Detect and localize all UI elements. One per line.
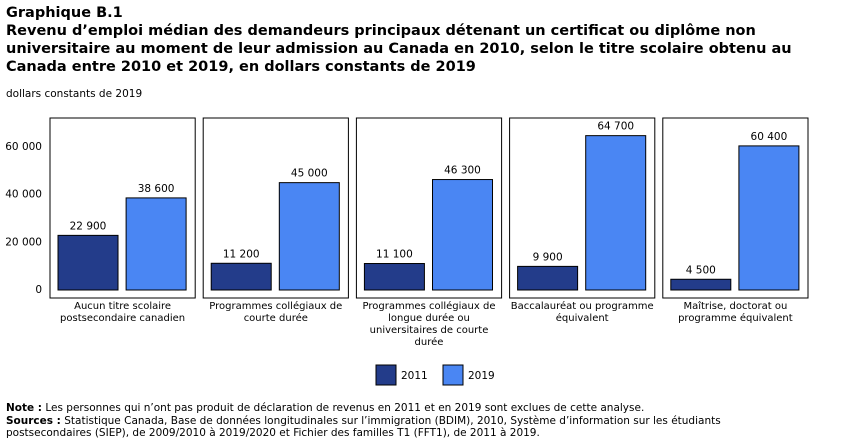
value-label: 45 000 xyxy=(291,168,328,180)
bar xyxy=(738,145,800,291)
title-block: Graphique B.1 Revenu d’emploi médian des… xyxy=(6,4,826,76)
value-label: 4 500 xyxy=(686,264,716,276)
value-label: 60 400 xyxy=(751,131,788,143)
bar xyxy=(670,278,732,291)
chart-title: Revenu d’emploi médian des demandeurs pr… xyxy=(6,23,792,75)
legend-swatch xyxy=(442,364,464,386)
bar xyxy=(57,234,119,291)
y-tick-label: 20 000 xyxy=(5,236,42,248)
bar xyxy=(125,197,187,291)
bar xyxy=(432,179,494,291)
value-label: 11 200 xyxy=(223,248,260,260)
x-tick-label: Programmes collégiaux de longue durée ou… xyxy=(362,301,496,348)
bar xyxy=(585,135,647,291)
panel xyxy=(509,117,656,299)
value-label: 22 900 xyxy=(70,220,107,232)
chart-number: Graphique B.1 xyxy=(6,5,123,21)
bar xyxy=(278,182,340,291)
note: Sources : Statistique Canada, Base de do… xyxy=(6,415,726,440)
x-tick-label: Maîtrise, doctorat ou programme équivale… xyxy=(678,301,793,324)
x-tick-label: Baccalauréat ou programme équivalent xyxy=(510,301,654,324)
y-axis-label: dollars constants de 2019 xyxy=(6,88,143,100)
value-label: 11 100 xyxy=(376,249,413,261)
y-tick-label: 60 000 xyxy=(5,141,42,153)
legend-label: 2011 xyxy=(401,370,428,382)
bar xyxy=(363,263,425,291)
panel xyxy=(49,117,196,299)
panel xyxy=(355,117,503,299)
note-label: Note : xyxy=(6,402,42,414)
value-label: 46 300 xyxy=(444,165,481,177)
y-tick-label: 0 xyxy=(35,284,42,296)
note: Note : Les personnes qui n’ont pas produ… xyxy=(6,402,726,415)
bar xyxy=(210,262,272,291)
x-tick-label: Programmes collégiaux de courte durée xyxy=(209,301,343,324)
legend-swatch xyxy=(375,364,397,386)
note-text: Les personnes qui n’ont pas produit de d… xyxy=(45,402,645,414)
value-label: 9 900 xyxy=(533,251,563,263)
panel xyxy=(202,117,349,299)
panel xyxy=(662,117,809,299)
value-label: 64 700 xyxy=(597,121,634,133)
x-tick-label: Aucun titre scolaire postsecondaire cana… xyxy=(60,301,186,324)
y-tick-label: 40 000 xyxy=(5,189,42,201)
note-text: Statistique Canada, Base de données long… xyxy=(6,414,721,440)
bar xyxy=(517,265,579,291)
value-label: 38 600 xyxy=(138,183,175,195)
legend-label: 2019 xyxy=(468,370,495,382)
note-label: Sources : xyxy=(6,414,61,427)
notes: Note : Les personnes qui n’ont pas produ… xyxy=(6,402,726,440)
